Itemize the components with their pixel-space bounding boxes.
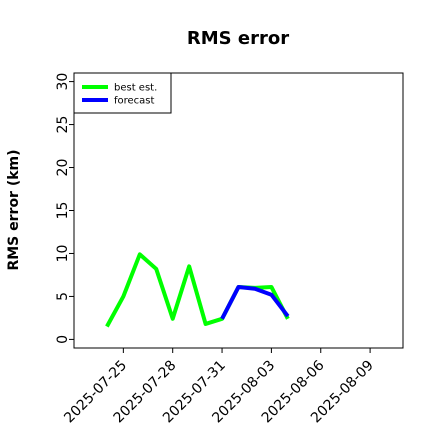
- series-line-forecast: [220, 284, 290, 320]
- y-tick-label: 25: [55, 116, 71, 134]
- legend-label-best-est: best est.: [114, 83, 157, 94]
- y-tick-label: 0: [55, 335, 71, 344]
- y-tick-label: 15: [55, 202, 71, 220]
- y-tick-label: 20: [55, 159, 71, 177]
- legend-box: [73, 72, 172, 114]
- legend-label-forecast: forecast: [114, 96, 155, 107]
- y-tick-label: 30: [55, 73, 71, 91]
- plot-frame: [73, 72, 404, 349]
- plot-layer: 0510152025302025-07-252025-07-282025-07-…: [55, 72, 404, 426]
- y-tick-label: 5: [55, 292, 71, 301]
- y-axis-label: RMS error (km): [6, 149, 22, 270]
- y-tick-label: 10: [55, 245, 71, 263]
- chart-title: RMS error: [187, 28, 289, 49]
